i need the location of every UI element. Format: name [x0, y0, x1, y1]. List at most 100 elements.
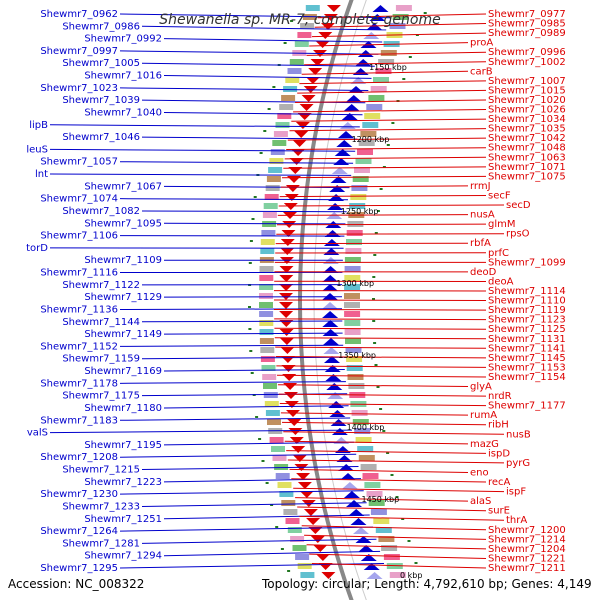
- forward-gene-arrow: [283, 203, 298, 210]
- right-gene-label: Shewmr7_1204: [488, 544, 566, 555]
- right-leader-line: [275, 356, 487, 359]
- left-gene-label: lipB: [29, 120, 48, 131]
- left-leader-line: [141, 136, 358, 140]
- left-gene-label: Shewmr7_1152: [40, 341, 118, 352]
- left-gene-label: Shewmr7_1264: [40, 526, 118, 537]
- reverse-feature-block: [346, 239, 362, 245]
- right-gene-label: ispF: [506, 487, 526, 498]
- right-gene-label: Shewmr7_0985: [488, 19, 566, 30]
- forward-gene-arrow: [281, 365, 296, 372]
- right-leader-line: [275, 346, 487, 349]
- right-leader-line: [299, 515, 505, 521]
- reverse-feature-block: [344, 266, 361, 272]
- left-gene-label: Shewmr7_1095: [84, 218, 162, 229]
- right-leader-line: [286, 450, 487, 454]
- forward-gene-arrow: [303, 509, 318, 516]
- reverse-gene-arrow: [327, 203, 344, 210]
- forward-gene-arrow: [288, 167, 303, 174]
- right-leader-line: [289, 468, 469, 473]
- reverse-gene-arrow: [323, 347, 340, 354]
- reverse-gene-arrow: [323, 239, 340, 246]
- right-gene-label: Shewmr7_1015: [488, 85, 566, 96]
- left-leader-line: [163, 441, 355, 446]
- reverse-feature-block: [344, 320, 361, 326]
- tick-mark: [423, 12, 427, 14]
- right-leader-line: [291, 478, 487, 483]
- reverse-feature-block: [346, 365, 363, 371]
- left-leader-line: [119, 490, 364, 495]
- forward-gene-arrow: [284, 392, 298, 399]
- kbp-position-label: 1400 kbp: [347, 423, 385, 432]
- tick-mark: [382, 430, 386, 432]
- forward-feature-block: [274, 464, 289, 470]
- left-leader-line: [49, 429, 353, 434]
- kbp-marks: 1150 kbp 1200 kbp 1250 kbp 1300 kbp 1350 kbp…: [336, 63, 422, 580]
- right-leader-line: [291, 118, 487, 122]
- tick-mark: [255, 416, 259, 418]
- reverse-feature-block: [378, 536, 395, 542]
- reverse-gene-arrow: [330, 176, 347, 183]
- forward-gene-arrow: [292, 140, 307, 147]
- reverse-feature-block: [364, 113, 381, 119]
- left-leader-line: [141, 466, 359, 471]
- left-gene-label: Shewmr7_1067: [84, 181, 162, 192]
- accession-label: Accession: NC_008322: [8, 577, 144, 591]
- tick-mark: [283, 42, 287, 44]
- right-leader-line: [306, 51, 487, 56]
- right-gene-label: Shewmr7_1211: [488, 563, 566, 574]
- right-gene-label: Shewmr7_1153: [488, 362, 566, 373]
- forward-feature-block: [270, 149, 285, 155]
- reverse-feature-block: [375, 68, 392, 74]
- right-leader-line: [276, 365, 487, 368]
- left-leader-line: [163, 185, 350, 189]
- forward-gene-arrow: [308, 527, 323, 534]
- tick-mark: [379, 188, 383, 190]
- right-gene-label: Shewmr7_1114: [488, 286, 566, 297]
- forward-feature-block: [263, 203, 278, 209]
- forward-gene-arrow: [310, 536, 325, 543]
- tick-mark: [248, 306, 251, 308]
- left-gene-label: Shewmr7_1106: [40, 231, 118, 242]
- left-gene-label: Shewmr7_1129: [84, 292, 162, 303]
- right-gene-label: Shewmr7_1099: [488, 257, 566, 268]
- left-gene-label: Shewmr7_1215: [62, 465, 140, 476]
- forward-feature-block: [269, 158, 284, 164]
- forward-feature-block: [279, 491, 294, 497]
- right-gene-label: nrdR: [488, 391, 512, 402]
- right-gene-label: ribH: [488, 420, 509, 431]
- reverse-gene-arrow: [334, 149, 351, 156]
- forward-gene-arrow: [318, 32, 333, 39]
- right-leader-line: [304, 534, 487, 540]
- right-gene-label: prfC: [488, 248, 509, 259]
- forward-feature-block: [263, 383, 277, 389]
- tick-mark: [372, 276, 376, 278]
- right-gene-label: Shewmr7_1075: [488, 171, 566, 182]
- kbp-position-label: 1350 kbp: [338, 351, 376, 360]
- left-gene-label: Shewmr7_1016: [84, 71, 162, 82]
- forward-feature-block: [264, 194, 279, 200]
- reverse-feature-block: [345, 338, 361, 344]
- tick-mark: [415, 34, 419, 36]
- tick-mark: [386, 144, 390, 146]
- forward-gene-arrow: [280, 248, 295, 255]
- forward-feature-block: [264, 401, 279, 407]
- reverse-feature-block: [352, 176, 369, 182]
- reverse-feature-block: [346, 356, 363, 362]
- right-gene-label: Shewmr7_1154: [488, 372, 566, 383]
- forward-gene-arrow: [310, 59, 325, 66]
- reverse-feature-block: [368, 95, 385, 101]
- left-gene-label: Shewmr7_1233: [62, 501, 140, 512]
- right-leader-line: [280, 185, 469, 188]
- forward-gene-arrow: [321, 572, 336, 579]
- tick-mark: [372, 320, 376, 322]
- left-gene-label: Shewmr7_1169: [84, 366, 162, 377]
- left-leader-line: [119, 344, 344, 347]
- right-gene-label: Shewmr7_1002: [488, 57, 566, 68]
- right-gene-label: Shewmr7_1131: [488, 334, 566, 345]
- genome-summary: Topology: circular; Length: 4,792,610 bp…: [261, 577, 592, 591]
- reverse-feature-block: [364, 482, 381, 488]
- forward-feature-block: [259, 284, 274, 290]
- left-gene-label: Shewmr7_1295: [40, 563, 118, 574]
- tick-mark: [258, 438, 262, 440]
- tick-mark: [390, 474, 394, 476]
